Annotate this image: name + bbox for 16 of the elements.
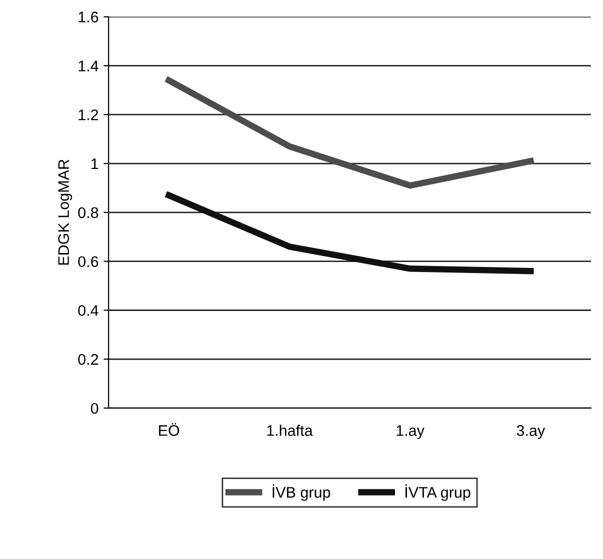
y-tick-label: 1.4 — [78, 60, 98, 72]
y-tick-label: 1.2 — [78, 109, 98, 120]
y-tick-label: 0.6 — [78, 256, 98, 268]
x-tick-label: 1.ay — [396, 425, 424, 439]
y-tick-label: 0.4 — [78, 305, 98, 316]
y-tick-label: 1 — [91, 158, 98, 170]
x-tick-label: EÖ — [159, 423, 180, 436]
legend-label: İVB grup — [272, 484, 330, 501]
y-tick-label: 0 — [90, 402, 98, 414]
y-axis-title: EDGK LogMAR — [58, 160, 72, 265]
y-tick-label: 0.8 — [78, 207, 98, 218]
x-tick-label: 3.ay — [516, 425, 546, 439]
legend-label: İVTA grup — [406, 484, 470, 501]
y-tick-label: 1.6 — [78, 12, 98, 22]
x-tick-label: 1.hafta — [267, 424, 313, 436]
y-tick-label: 0.2 — [78, 354, 98, 365]
